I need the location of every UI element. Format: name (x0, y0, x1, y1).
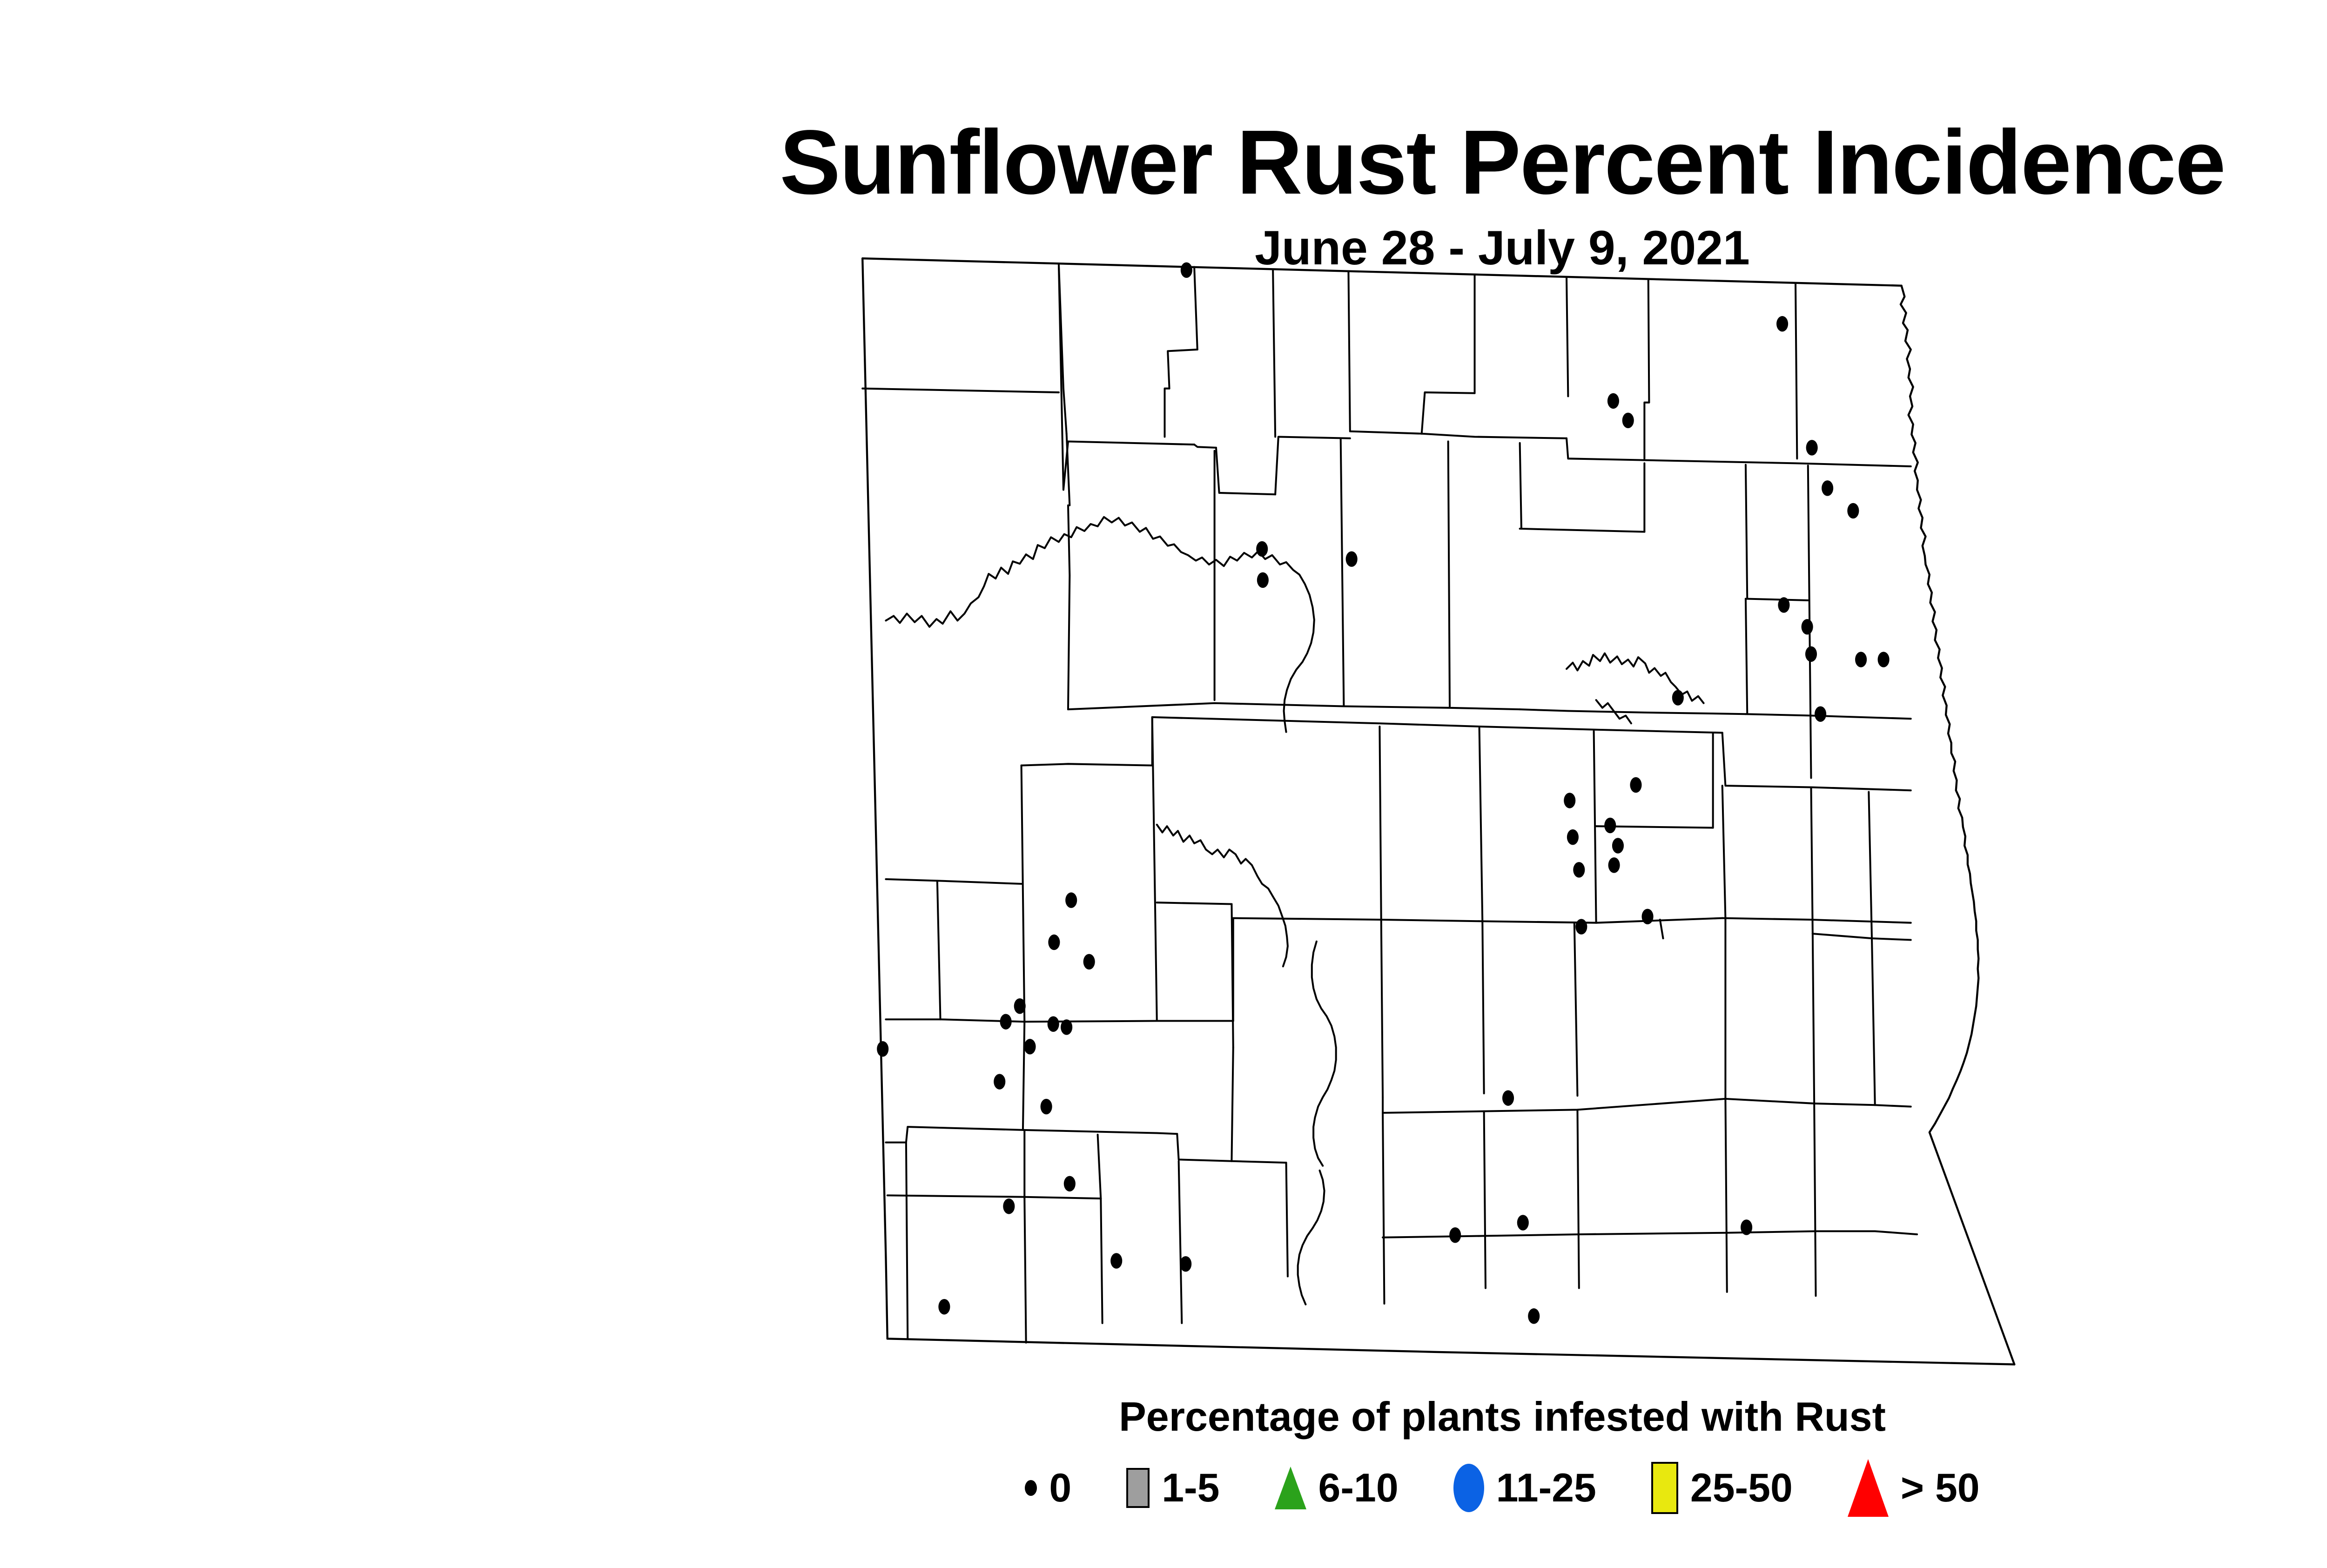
survey-point (1014, 998, 1026, 1014)
survey-point (1630, 777, 1642, 793)
survey-point (1040, 1098, 1052, 1115)
blue-ellipse-icon (1453, 1464, 1484, 1512)
survey-point (1564, 793, 1576, 808)
survey-point (1502, 1090, 1514, 1106)
survey-point (1641, 908, 1654, 925)
survey-point (1877, 652, 1890, 667)
survey-point (1517, 1215, 1529, 1231)
county-internal-lines (861, 262, 1918, 1344)
survey-point (1573, 862, 1585, 878)
survey-point (1847, 503, 1859, 519)
legend-label-25-50: 25-50 (1690, 1466, 1793, 1510)
survey-point (877, 1041, 889, 1057)
survey-point (938, 1299, 950, 1315)
map-svg (861, 257, 2016, 1366)
survey-point (994, 1074, 1006, 1090)
survey-point (1604, 817, 1616, 834)
survey-point (1575, 919, 1587, 935)
survey-point (1776, 316, 1789, 332)
yellow-rectangle-icon (1651, 1462, 1678, 1514)
survey-point (1567, 829, 1579, 845)
page-subtitle: June 28 - July 9, 2021 (1255, 221, 1750, 276)
legend-item-1-5: 1-5 (1126, 1466, 1220, 1510)
north-dakota-county-map (489, 233, 2327, 1378)
survey-point (1003, 1198, 1015, 1214)
green-triangle-icon (1274, 1467, 1306, 1509)
survey-point (1822, 480, 1834, 496)
survey-point (1612, 838, 1624, 854)
survey-point (1806, 440, 1818, 456)
survey-point (1000, 1014, 1012, 1030)
survey-point (1180, 262, 1192, 278)
legend-item-6-10: 6-10 (1274, 1466, 1399, 1510)
red-triangle-icon (1847, 1459, 1889, 1517)
legend-label-11-25: 11-25 (1496, 1466, 1596, 1510)
survey-point (1065, 892, 1077, 908)
survey-point (1449, 1227, 1461, 1243)
survey-point (1608, 857, 1620, 873)
survey-point (1855, 652, 1867, 667)
legend-item-25-50: 25-50 (1651, 1462, 1793, 1514)
survey-point (1110, 1253, 1123, 1269)
gray-square-icon (1126, 1468, 1150, 1508)
survey-point (1672, 690, 1684, 706)
survey-point (1801, 619, 1813, 635)
survey-point (1063, 1176, 1076, 1192)
legend-label-6-10: 6-10 (1318, 1466, 1399, 1510)
survey-point (1256, 541, 1268, 557)
survey-point (1061, 1019, 1073, 1035)
legend-title: Percentage of plants infested with Rust (1119, 1393, 1886, 1440)
county-boundaries (861, 257, 2016, 1366)
survey-points-layer (877, 262, 1890, 1324)
survey-point (1805, 646, 1817, 662)
survey-point (1180, 1256, 1192, 1272)
survey-point (1047, 1016, 1059, 1032)
survey-point (1607, 393, 1619, 409)
survey-point (1528, 1308, 1540, 1324)
legend-item-0: 0 (1025, 1468, 1071, 1508)
legend-label-1-5: 1-5 (1162, 1466, 1220, 1510)
page-title: Sunflower Rust Percent Incidence (780, 111, 2226, 214)
survey-point (1815, 706, 1827, 722)
legend-label-0: 0 (1049, 1466, 1072, 1510)
survey-point (1778, 597, 1790, 613)
dot-icon (1025, 1480, 1037, 1496)
survey-point (1083, 954, 1095, 970)
survey-point (1257, 572, 1269, 588)
legend: 0 1-5 6-10 11-25 25-50 > 50 (0, 1459, 2327, 1517)
legend-item-over-50: > 50 (1847, 1459, 1980, 1517)
legend-label-over-50: > 50 (1900, 1466, 1980, 1510)
survey-point (1741, 1219, 1753, 1235)
survey-point (1048, 934, 1060, 950)
survey-point (1024, 1039, 1036, 1055)
legend-item-11-25: 11-25 (1453, 1464, 1596, 1512)
survey-point (1622, 412, 1634, 429)
survey-point (1345, 551, 1358, 567)
